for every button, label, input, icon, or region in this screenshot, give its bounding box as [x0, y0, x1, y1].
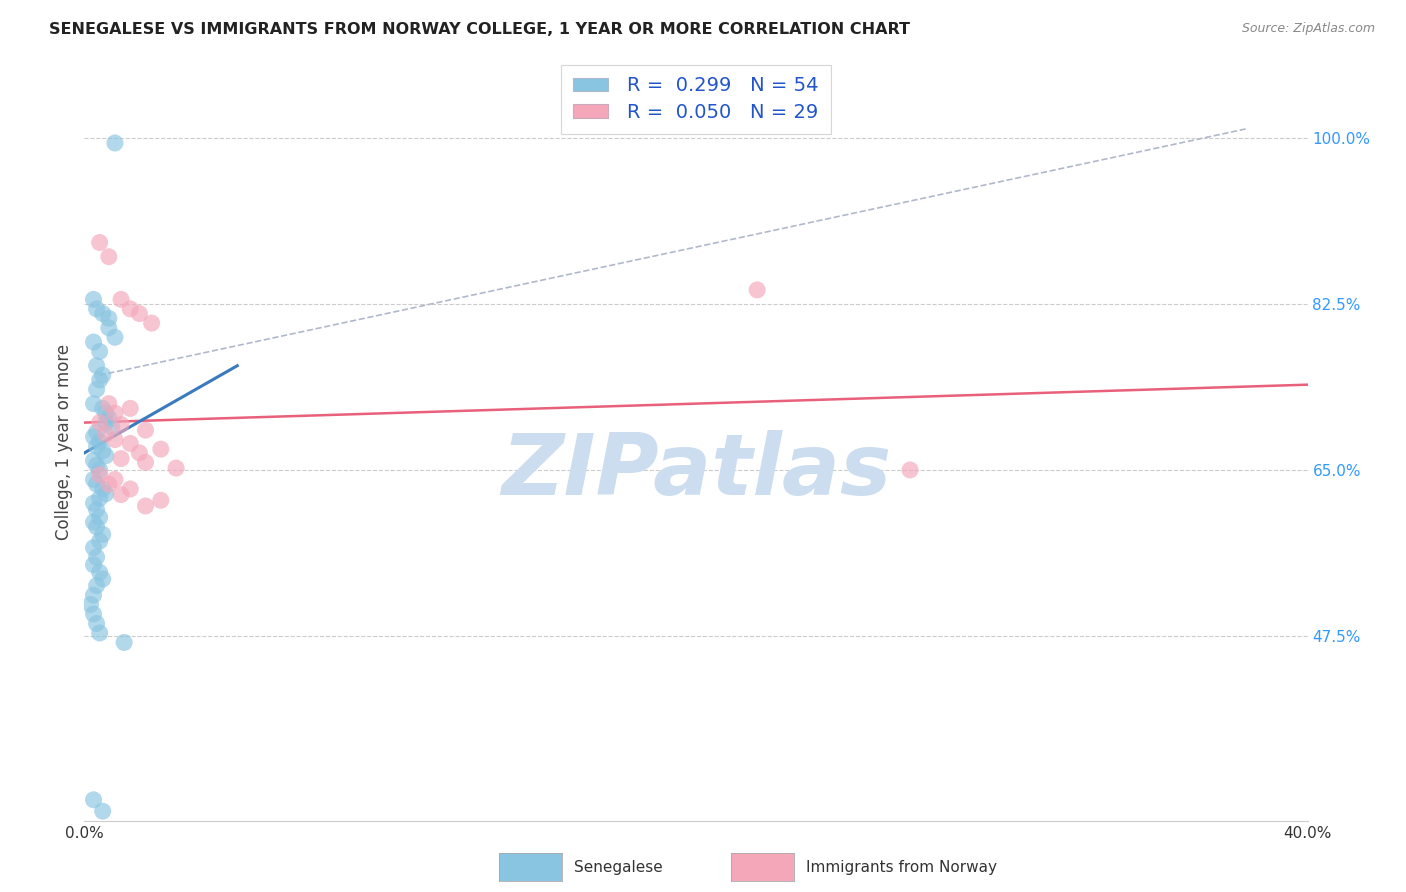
Text: SENEGALESE VS IMMIGRANTS FROM NORWAY COLLEGE, 1 YEAR OR MORE CORRELATION CHART: SENEGALESE VS IMMIGRANTS FROM NORWAY COL…	[49, 22, 910, 37]
Y-axis label: College, 1 year or more: College, 1 year or more	[55, 343, 73, 540]
Point	[83, 515, 105, 529]
Point	[83, 430, 105, 444]
Point	[83, 397, 105, 411]
Point	[86, 550, 108, 565]
Point	[97, 410, 120, 425]
Point	[94, 406, 117, 420]
Point	[89, 626, 111, 640]
Point	[97, 250, 120, 264]
Point	[89, 491, 111, 506]
Legend: R =  0.299   N = 54, R =  0.050   N = 29: R = 0.299 N = 54, R = 0.050 N = 29	[561, 64, 831, 134]
Point	[83, 473, 105, 487]
Point	[149, 493, 172, 508]
Point	[89, 373, 111, 387]
Point	[91, 444, 114, 458]
Point	[89, 510, 111, 524]
Point	[747, 283, 769, 297]
Point	[91, 804, 114, 818]
Point	[110, 417, 132, 432]
Point	[97, 477, 120, 491]
Point	[83, 558, 105, 572]
Point	[89, 416, 111, 430]
Point	[86, 439, 108, 453]
Point	[120, 301, 142, 316]
Point	[104, 406, 127, 420]
Point	[135, 499, 157, 513]
Point	[89, 434, 111, 449]
Point	[110, 488, 132, 502]
Point	[101, 420, 124, 434]
Point	[89, 235, 111, 250]
Point	[898, 463, 921, 477]
Point	[104, 136, 127, 150]
Point	[89, 463, 111, 477]
Point	[86, 503, 108, 517]
Point	[91, 368, 114, 383]
Point	[165, 461, 187, 475]
Point	[149, 442, 172, 457]
Point	[141, 316, 163, 330]
Text: Immigrants from Norway: Immigrants from Norway	[806, 860, 997, 874]
Point	[83, 293, 105, 307]
Point	[97, 321, 120, 335]
Point	[94, 416, 117, 430]
Point	[91, 401, 114, 416]
Point	[89, 566, 111, 580]
Point	[86, 425, 108, 439]
Point	[128, 307, 150, 321]
Point	[83, 496, 105, 510]
Point	[86, 383, 108, 397]
Point	[104, 473, 127, 487]
Point	[110, 293, 132, 307]
Text: Senegalese: Senegalese	[574, 860, 662, 874]
Point	[94, 486, 117, 500]
Point	[83, 334, 105, 349]
Point	[112, 635, 135, 649]
Point	[86, 616, 108, 631]
Point	[83, 588, 105, 602]
Point	[135, 423, 157, 437]
Point	[83, 793, 105, 807]
Point	[91, 482, 114, 496]
Point	[86, 458, 108, 473]
Point	[89, 344, 111, 359]
Point	[86, 359, 108, 373]
Point	[91, 307, 114, 321]
Point	[110, 451, 132, 466]
Point	[86, 477, 108, 491]
Point	[89, 467, 111, 482]
Point	[86, 579, 108, 593]
Point	[83, 607, 105, 621]
Point	[97, 397, 120, 411]
Point	[89, 534, 111, 549]
Point	[104, 330, 127, 344]
Point	[120, 482, 142, 496]
Point	[104, 433, 127, 447]
Point	[91, 572, 114, 586]
Point	[135, 455, 157, 469]
Point	[86, 520, 108, 534]
Point	[94, 427, 117, 442]
Text: Source: ZipAtlas.com: Source: ZipAtlas.com	[1241, 22, 1375, 36]
Point	[94, 449, 117, 463]
Point	[97, 311, 120, 326]
Point	[128, 446, 150, 460]
Point	[83, 541, 105, 555]
Point	[120, 436, 142, 450]
Text: ZIPatlas: ZIPatlas	[501, 430, 891, 514]
Point	[79, 598, 101, 612]
Point	[86, 301, 108, 316]
Point	[83, 453, 105, 467]
Point	[120, 401, 142, 416]
Point	[91, 527, 114, 541]
